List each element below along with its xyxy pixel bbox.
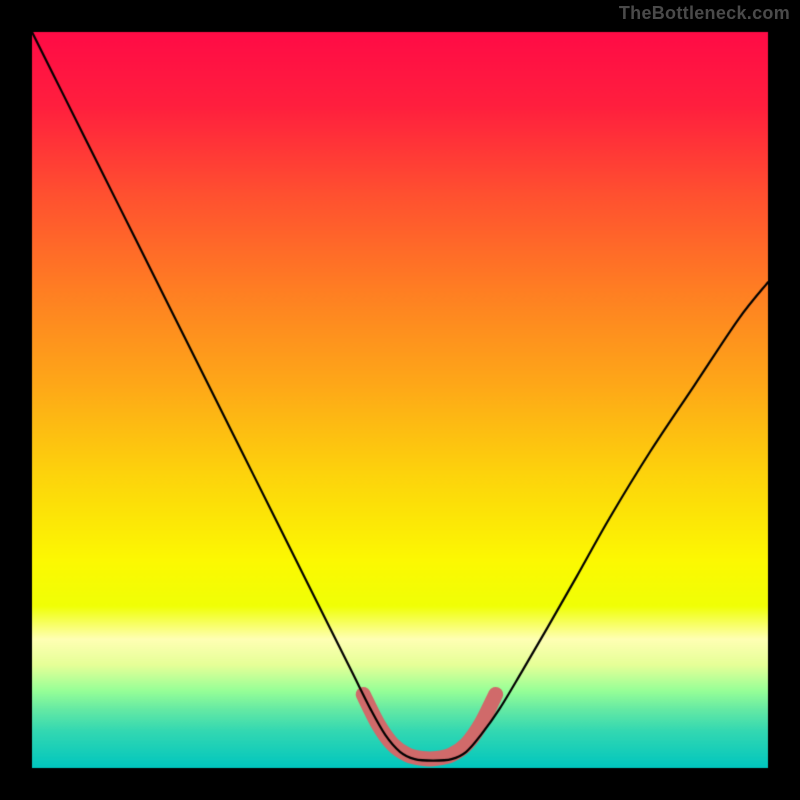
bottleneck-chart-canvas xyxy=(0,0,800,800)
chart-container: TheBottleneck.com xyxy=(0,0,800,800)
watermark-text: TheBottleneck.com xyxy=(619,3,790,24)
